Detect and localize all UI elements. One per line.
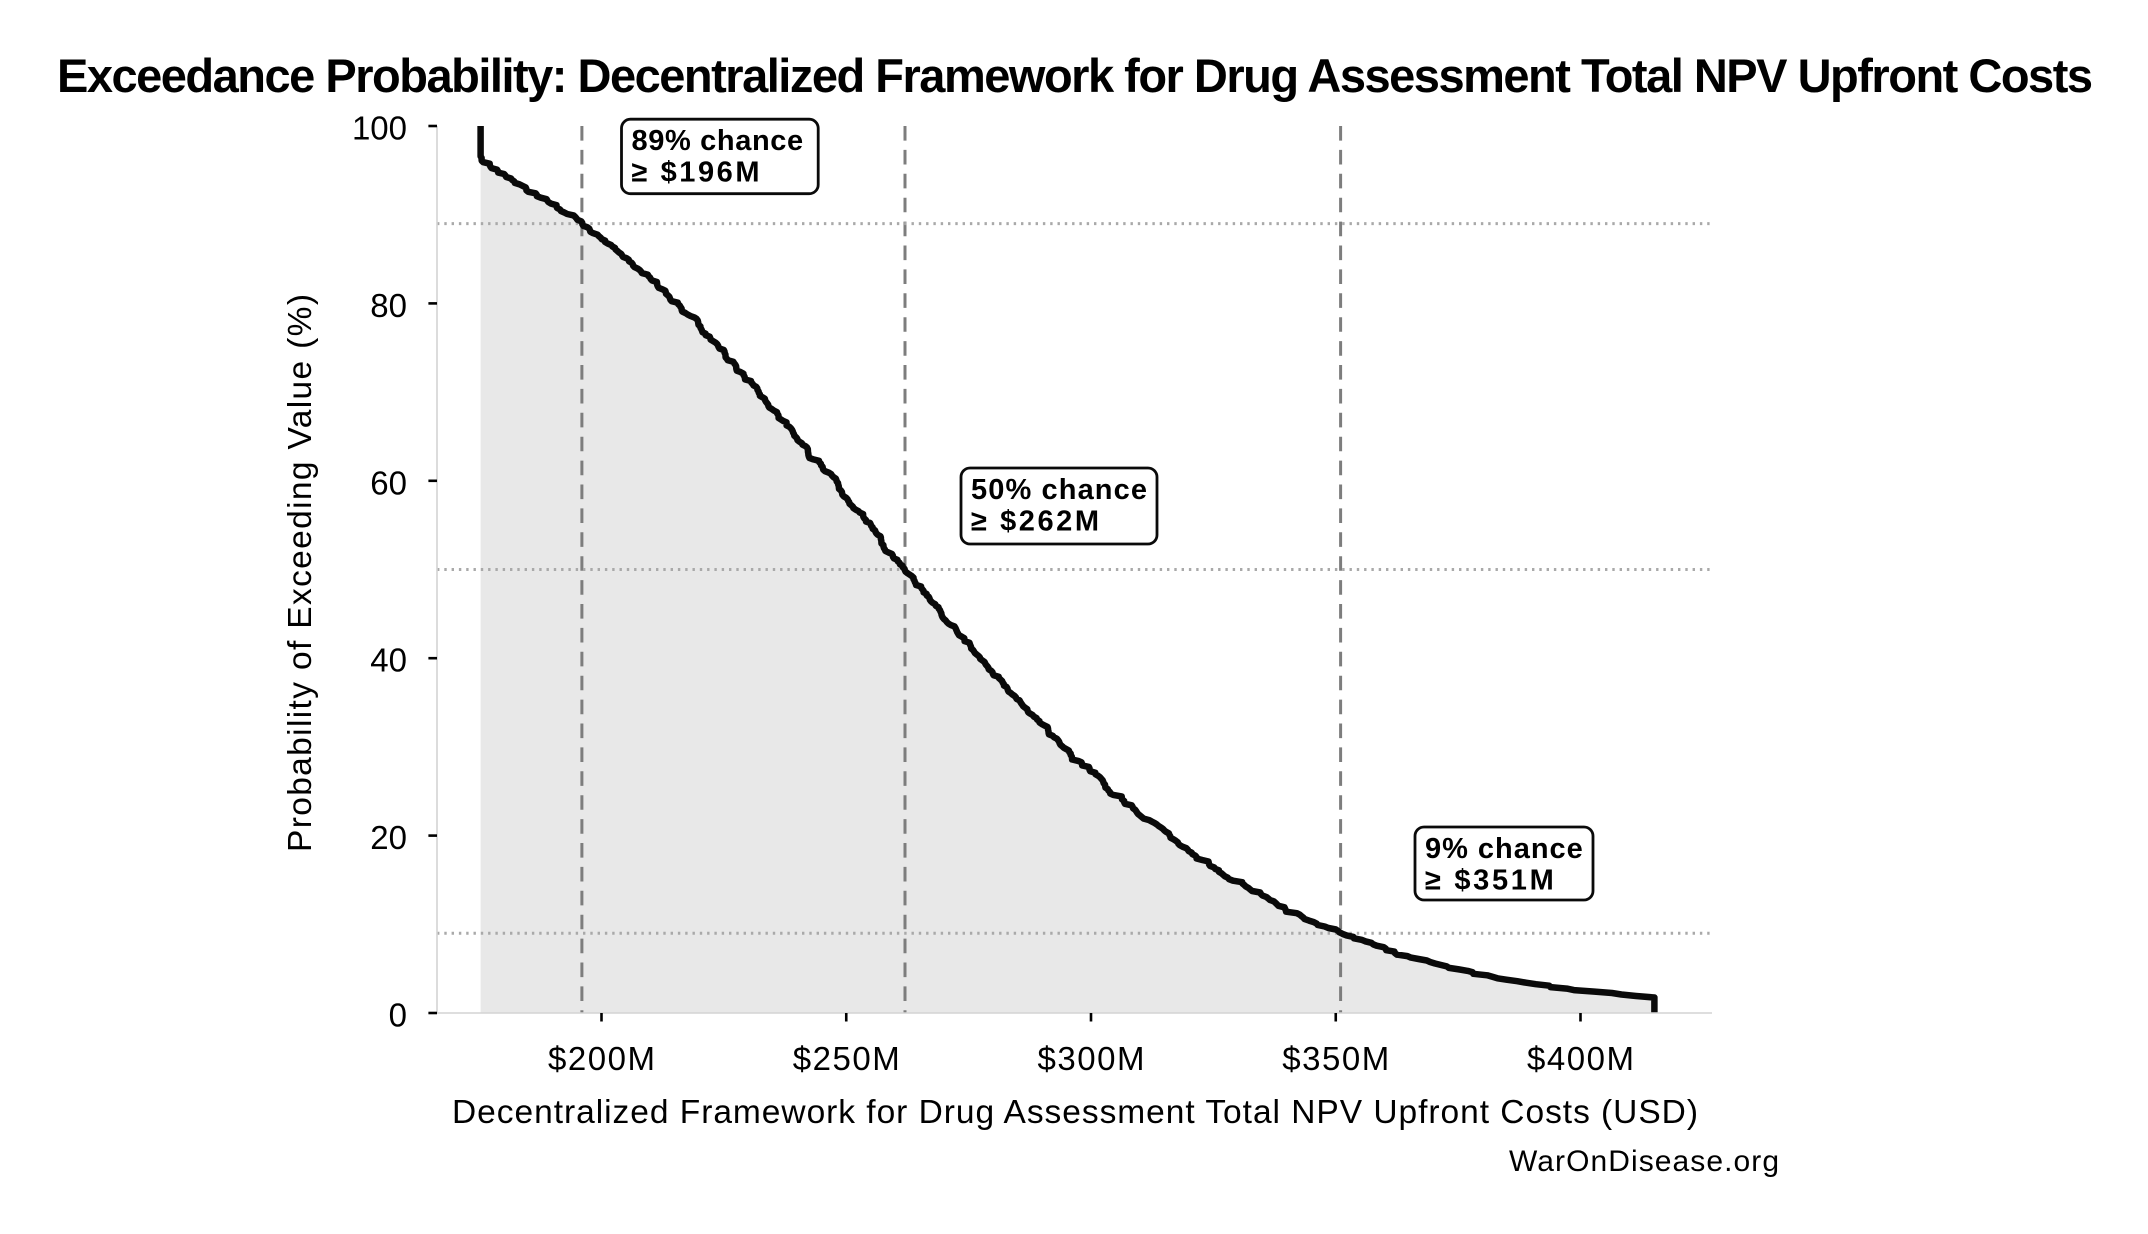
svg-text:Probability of Exceeding Value: Probability of Exceeding Value (%) xyxy=(282,294,319,852)
svg-text:WarOnDisease.org: WarOnDisease.org xyxy=(1509,1145,1779,1178)
svg-text:Exceedance Probability: Decent: Exceedance Probability: Decentralized Fr… xyxy=(57,49,2093,102)
svg-text:$400M: $400M xyxy=(1527,1040,1634,1077)
svg-text:20: 20 xyxy=(370,819,407,856)
svg-text:80: 80 xyxy=(370,287,407,324)
svg-text:0: 0 xyxy=(389,997,407,1034)
svg-text:40: 40 xyxy=(370,642,407,679)
svg-text:60: 60 xyxy=(370,464,407,501)
svg-text:Decentralized Framework for Dr: Decentralized Framework for Drug Assessm… xyxy=(452,1094,1698,1131)
svg-text:50% chance: 50% chance xyxy=(971,474,1147,506)
svg-text:$300M: $300M xyxy=(1038,1040,1145,1077)
svg-text:100: 100 xyxy=(352,110,407,147)
svg-text:$350M: $350M xyxy=(1282,1040,1389,1077)
svg-text:$200M: $200M xyxy=(548,1040,655,1077)
svg-text:$250M: $250M xyxy=(793,1040,900,1077)
svg-text:89% chance: 89% chance xyxy=(632,125,804,157)
svg-text:9% chance: 9% chance xyxy=(1425,833,1583,865)
